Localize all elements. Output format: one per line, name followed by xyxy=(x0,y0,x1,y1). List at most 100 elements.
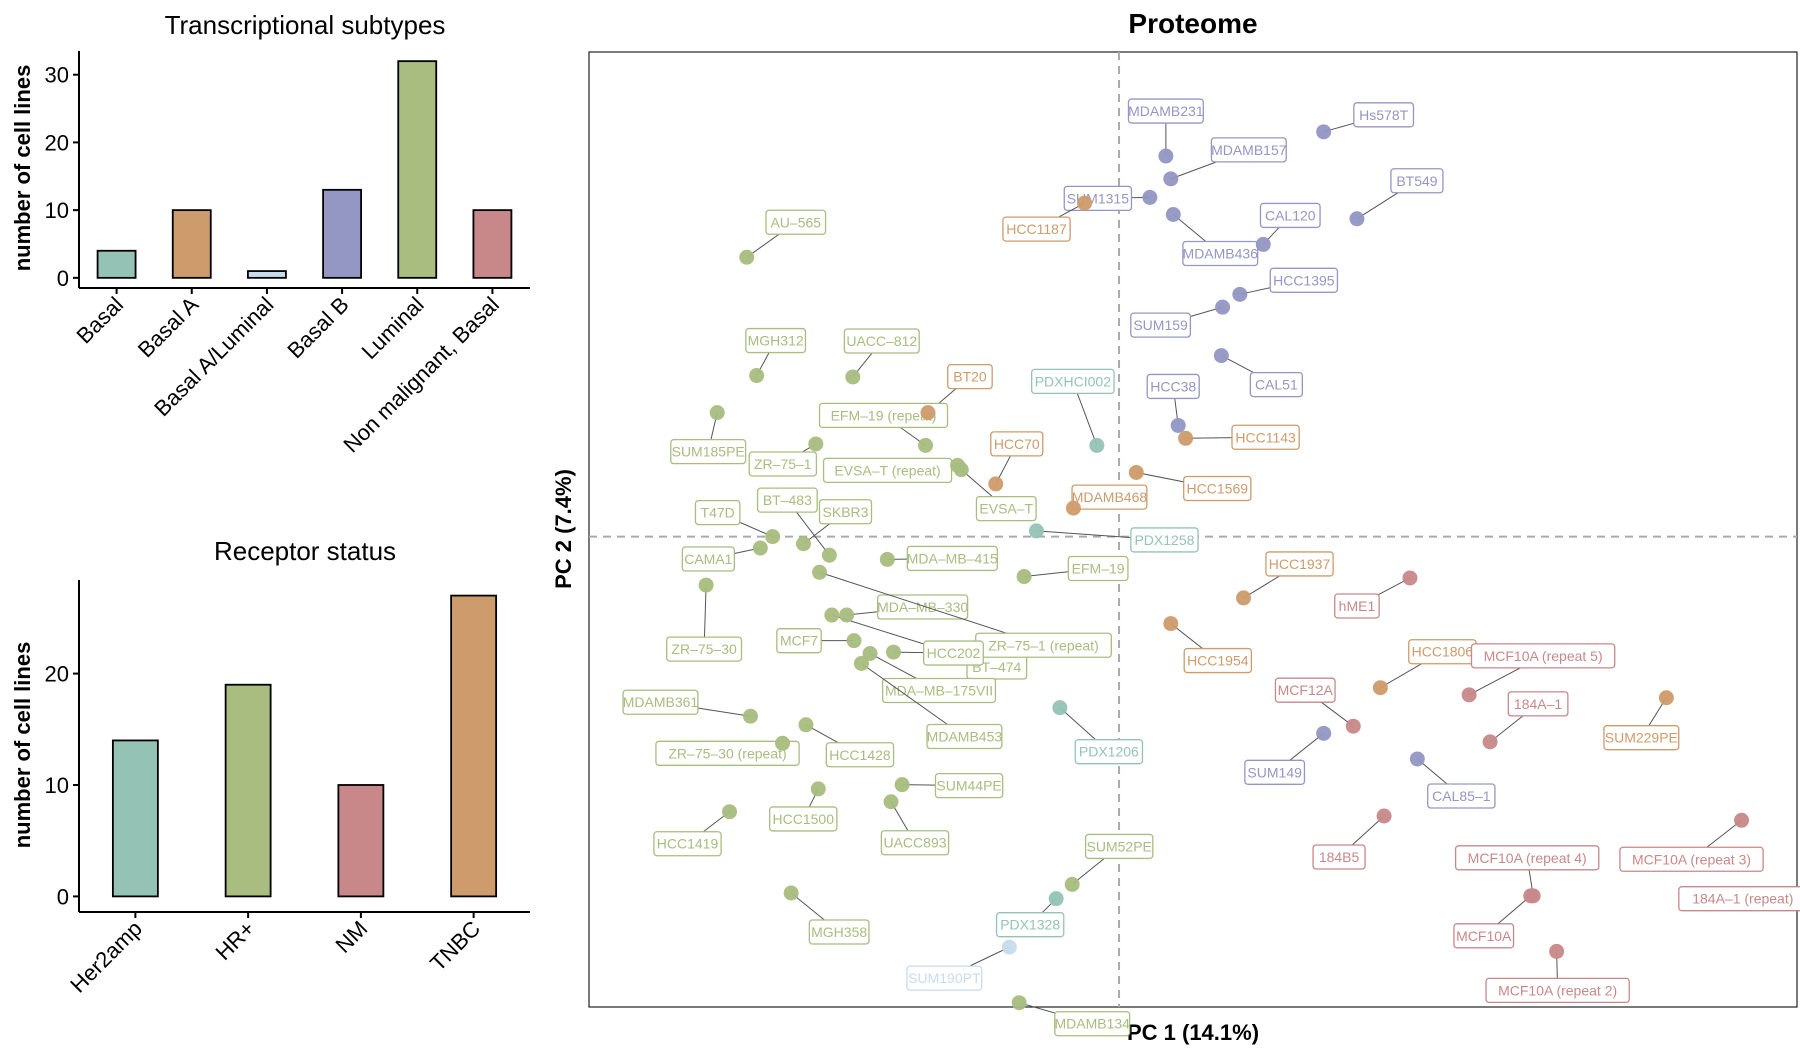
label-evsa-t: EVSA–T xyxy=(960,469,1037,522)
point-bt-483 xyxy=(821,547,837,563)
point-sum185pe xyxy=(709,405,725,421)
point-label-sum229pe: SUM229PE xyxy=(1605,730,1678,746)
label-box xyxy=(1127,98,1204,124)
bar1-xtick-label: HR+ xyxy=(210,916,259,965)
label-hs578t: Hs578T xyxy=(1323,102,1415,133)
scatter-panel-border xyxy=(588,51,1798,1008)
point-label-mgh312: MGH312 xyxy=(748,333,804,349)
point-label-sum149: SUM149 xyxy=(1247,764,1302,780)
bar1-xtick-label: Her2amp xyxy=(65,916,147,998)
label-box xyxy=(975,495,1037,522)
label-box xyxy=(1210,137,1287,163)
point-mcf7 xyxy=(846,633,862,649)
label-zr-75-1: ZR–75–1 xyxy=(748,443,818,477)
point-pdx1206 xyxy=(1052,700,1068,716)
bar-basal-b xyxy=(322,188,362,279)
point-mcf10a-repeat-2 xyxy=(1549,943,1565,959)
point-cal51 xyxy=(1213,348,1229,364)
point-label-hcc1569: HCC1569 xyxy=(1187,480,1249,496)
point-uacc893 xyxy=(883,794,899,810)
point-label-pdx1328: PDX1328 xyxy=(1000,917,1060,933)
bar1-xtick-label: NM xyxy=(331,916,373,958)
label-box xyxy=(995,912,1065,938)
label-cal51: CAL51 xyxy=(1221,355,1304,398)
bar-nm xyxy=(337,784,385,898)
label-hcc1954: HCC1954 xyxy=(1170,623,1253,674)
label-zr-75-30: ZR–75–30 xyxy=(666,585,743,662)
bar0-ytick-label: 20 xyxy=(45,130,69,155)
point-label-mdamb468: MDAMB468 xyxy=(1072,489,1148,505)
label-sum185pe: SUM185PE xyxy=(670,412,747,465)
label-mcf10a-repeat-2: MCF10A (repeat 2) xyxy=(1485,951,1630,1004)
point-label-hcc1419: HCC1419 xyxy=(657,836,719,852)
label-box xyxy=(825,742,895,768)
label-mdamb361: MDAMB361 xyxy=(622,689,751,717)
point-label-hcc1428: HCC1428 xyxy=(829,747,891,763)
label-box xyxy=(670,438,747,465)
point-mgh312 xyxy=(749,368,765,384)
label-box xyxy=(1054,1011,1131,1037)
label-mcf10a-repeat-4: MCF10A (repeat 4) xyxy=(1454,845,1600,896)
point-mdamb361 xyxy=(742,708,758,724)
point-au-565 xyxy=(739,249,755,265)
point-hcc1806 xyxy=(1372,680,1388,696)
label-box xyxy=(622,689,699,715)
label-box xyxy=(881,677,997,704)
bar0-xtick-label: Basal B xyxy=(282,292,353,363)
point-mcf12a xyxy=(1345,718,1361,734)
bar1-ytick-label: 10 xyxy=(45,773,69,798)
point-label-hcc1187: HCC1187 xyxy=(1006,221,1067,237)
point-label-mcf10a-repeat-4: MCF10A (repeat 4) xyxy=(1468,850,1587,866)
label-box xyxy=(818,499,873,525)
point-pdx1328 xyxy=(1048,891,1064,907)
label-hcc1806: HCC1806 xyxy=(1380,639,1477,689)
point-hcc1937 xyxy=(1236,590,1252,606)
point-sum44pe xyxy=(894,777,910,793)
label-hcc1419: HCC1419 xyxy=(653,811,730,857)
point-label-sum52pe: SUM52PE xyxy=(1087,838,1152,854)
point-label-pdxhci002: PDXHCI002 xyxy=(1035,373,1111,389)
point-hcc202 xyxy=(885,644,901,660)
label-box xyxy=(666,636,743,662)
point-t47d xyxy=(765,529,781,545)
bar0-xtick-label: Basal xyxy=(72,292,129,349)
label-hcc1428: HCC1428 xyxy=(805,724,895,768)
point-mdamb436 xyxy=(1165,206,1181,222)
point-layer xyxy=(698,124,1750,1011)
point-hcc1428 xyxy=(798,717,814,733)
point-cal85-1 xyxy=(1409,751,1425,767)
point-hcc1569 xyxy=(1128,464,1144,480)
label-sum190pt: SUM190PT xyxy=(906,946,1010,991)
label-t47d: T47D xyxy=(694,499,773,538)
point-hcc1395 xyxy=(1232,286,1248,302)
point-label-hcc70: HCC70 xyxy=(994,436,1040,452)
label-box xyxy=(906,965,983,991)
point-label-evsa-t-repeat: EVSA–T (repeat) xyxy=(834,462,940,478)
point-label-hcc1395: HCC1395 xyxy=(1273,272,1335,288)
point-label-cal85-1: CAL85–1 xyxy=(1432,788,1491,804)
point-label-zr-75-30: ZR–75–30 xyxy=(671,641,737,657)
point-label-au-565: AU–565 xyxy=(770,214,821,230)
point-label-hcc1937: HCC1937 xyxy=(1269,556,1331,572)
label-box xyxy=(1453,923,1515,949)
label-pdxhci002: PDXHCI002 xyxy=(1031,368,1115,446)
label-sum229pe: SUM229PE xyxy=(1603,697,1680,751)
point-label-mda-mb-415: MDA–MB–415 xyxy=(907,550,998,566)
label-box xyxy=(769,806,838,832)
label-box xyxy=(1619,846,1764,872)
label-box xyxy=(926,723,1003,750)
label-box xyxy=(1067,555,1129,582)
point-evsa-t xyxy=(953,462,969,478)
point-label-184a-1: 184A–1 xyxy=(1514,696,1562,712)
point-label-pdx1258: PDX1258 xyxy=(1134,532,1194,548)
point-label-pdx1206: PDX1206 xyxy=(1079,744,1139,760)
point-label-mcf10a-repeat-5: MCF10A (repeat 5) xyxy=(1484,648,1603,664)
label-sum149: SUM149 xyxy=(1244,732,1324,785)
label-box xyxy=(1002,216,1071,242)
point-hcc1187 xyxy=(1077,195,1093,211)
label-box xyxy=(1259,202,1321,229)
label-box xyxy=(694,499,741,526)
label-pdx1206: PDX1206 xyxy=(1059,707,1144,765)
label-mcf10a: MCF10A xyxy=(1453,895,1532,949)
label-hcc202: HCC202 xyxy=(893,640,984,666)
